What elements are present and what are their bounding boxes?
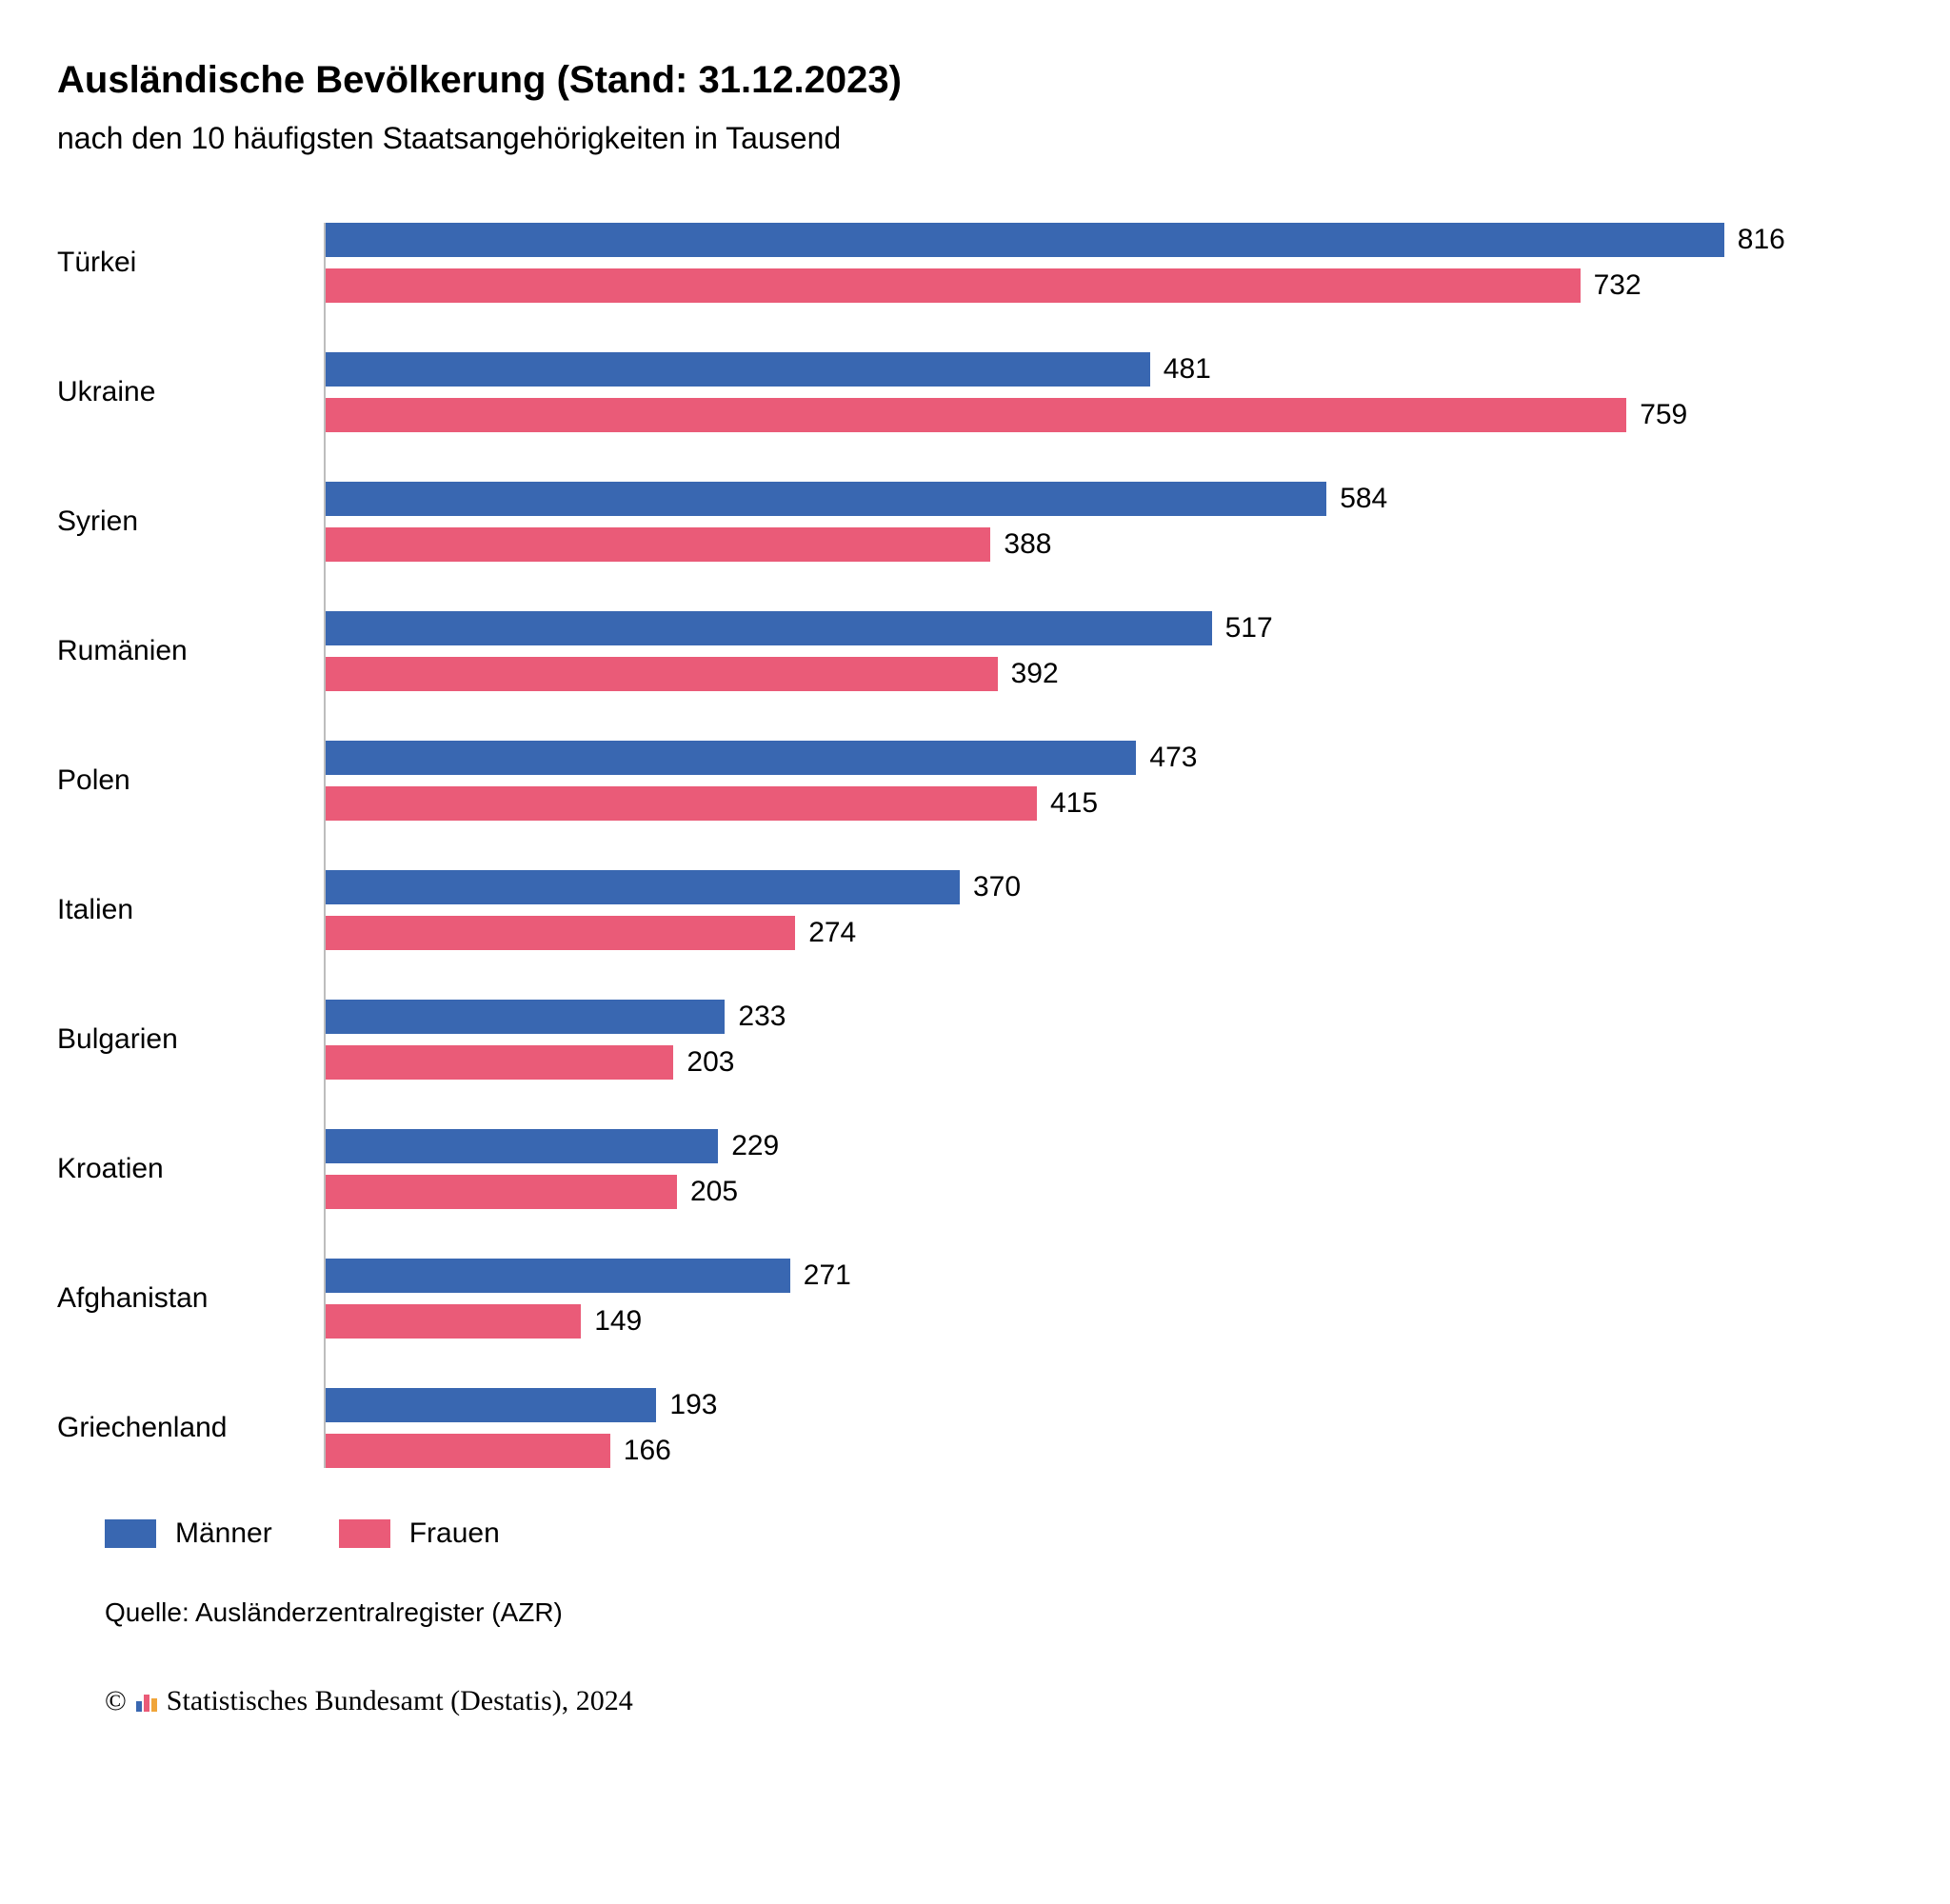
value-label-men: 271: [804, 1259, 851, 1292]
category-group: Kroatien229205: [324, 1129, 1893, 1209]
bar-row-women: 388: [324, 527, 1893, 562]
category-group: Ukraine481759: [324, 352, 1893, 432]
category-group: Bulgarien233203: [324, 1000, 1893, 1080]
category-group: Türkei816732: [324, 223, 1893, 303]
value-label-women: 205: [690, 1176, 738, 1208]
legend-item-women: Frauen: [339, 1517, 500, 1550]
bar-row-women: 149: [324, 1304, 1893, 1339]
value-label-women: 203: [686, 1046, 734, 1079]
bar-men: [326, 1129, 718, 1163]
bar-men: [326, 1388, 656, 1422]
bar-men: [326, 611, 1212, 645]
bar-men: [326, 223, 1724, 257]
legend-swatch-women: [339, 1519, 390, 1548]
value-label-women: 415: [1050, 787, 1098, 820]
bar-men: [326, 1259, 790, 1293]
bar-women: [326, 1045, 673, 1080]
bar-row-men: 517: [324, 611, 1893, 645]
category-label: Bulgarien: [57, 1023, 305, 1056]
page: Ausländische Bevölkerung (Stand: 31.12.2…: [0, 0, 1950, 1904]
category-label: Türkei: [57, 247, 305, 279]
chart-subtitle: nach den 10 häufigsten Staatsangehörigke…: [57, 121, 1893, 156]
bar-women: [326, 268, 1581, 303]
category-group: Syrien584388: [324, 482, 1893, 562]
bar-row-men: 370: [324, 870, 1893, 904]
bar-men: [326, 741, 1136, 775]
category-label: Afghanistan: [57, 1282, 305, 1315]
value-label-women: 732: [1594, 269, 1642, 302]
bar-women: [326, 1304, 581, 1339]
copyright-line: © Statistisches Bundesamt (Destatis), 20…: [57, 1685, 1893, 1717]
copyright-text: Statistisches Bundesamt (Destatis), 2024: [167, 1685, 633, 1717]
legend-label-women: Frauen: [409, 1517, 500, 1550]
value-label-men: 473: [1149, 742, 1197, 774]
value-label-women: 166: [624, 1435, 671, 1467]
bar-men: [326, 870, 960, 904]
destatis-bar-icon: [134, 1689, 159, 1714]
bar-row-women: 759: [324, 398, 1893, 432]
category-group: Polen473415: [324, 741, 1893, 821]
chart-title: Ausländische Bevölkerung (Stand: 31.12.2…: [57, 59, 1893, 102]
bar-row-men: 271: [324, 1259, 1893, 1293]
value-label-women: 149: [594, 1305, 642, 1338]
category-group: Griechenland193166: [324, 1388, 1893, 1468]
bar-row-men: 816: [324, 223, 1893, 257]
bar-row-women: 203: [324, 1045, 1893, 1080]
bar-row-men: 481: [324, 352, 1893, 387]
category-label: Kroatien: [57, 1153, 305, 1185]
category-group: Afghanistan271149: [324, 1259, 1893, 1339]
bar-row-women: 166: [324, 1434, 1893, 1468]
legend-swatch-men: [105, 1519, 156, 1548]
category-label: Italien: [57, 894, 305, 926]
category-group: Rumänien517392: [324, 611, 1893, 691]
category-group: Italien370274: [324, 870, 1893, 950]
value-label-women: 759: [1640, 399, 1687, 431]
bar-row-men: 233: [324, 1000, 1893, 1034]
legend-label-men: Männer: [175, 1517, 272, 1550]
bar-row-men: 193: [324, 1388, 1893, 1422]
bar-row-women: 415: [324, 786, 1893, 821]
value-label-men: 816: [1738, 224, 1785, 256]
value-label-men: 233: [738, 1001, 786, 1033]
bar-row-men: 229: [324, 1129, 1893, 1163]
chart-area: Türkei 816 732 Ukraine 481 759 Syrien 584 388 Rum…: [57, 223, 1893, 1468]
bar-row-women: 732: [324, 268, 1893, 303]
category-label: Syrien: [57, 506, 305, 538]
legend: Männer Frauen: [57, 1517, 1893, 1550]
bar-row-men: 584: [324, 482, 1893, 516]
value-label-men: 229: [731, 1130, 779, 1162]
value-label-men: 584: [1340, 483, 1387, 515]
value-label-men: 481: [1164, 353, 1211, 386]
bar-women: [326, 398, 1626, 432]
value-label-women: 388: [1004, 528, 1051, 561]
value-label-men: 193: [669, 1389, 717, 1421]
bar-row-women: 205: [324, 1175, 1893, 1209]
bar-row-women: 274: [324, 916, 1893, 950]
bar-women: [326, 1434, 610, 1468]
value-label-women: 274: [808, 917, 856, 949]
bar-women: [326, 1175, 677, 1209]
category-label: Polen: [57, 764, 305, 797]
value-label-men: 517: [1225, 612, 1273, 645]
legend-item-men: Männer: [105, 1517, 272, 1550]
bar-men: [326, 352, 1150, 387]
bar-women: [326, 657, 998, 691]
bar-women: [326, 786, 1037, 821]
source-line: Quelle: Ausländerzentralregister (AZR): [57, 1597, 1893, 1628]
bar-row-men: 473: [324, 741, 1893, 775]
bar-row-women: 392: [324, 657, 1893, 691]
value-label-women: 392: [1011, 658, 1059, 690]
category-label: Griechenland: [57, 1412, 305, 1444]
bar-women: [326, 527, 990, 562]
bar-men: [326, 482, 1326, 516]
category-label: Rumänien: [57, 635, 305, 667]
category-label: Ukraine: [57, 376, 305, 408]
value-label-men: 370: [973, 871, 1021, 903]
bar-men: [326, 1000, 725, 1034]
bar-women: [326, 916, 795, 950]
copyright-symbol: ©: [105, 1685, 127, 1717]
